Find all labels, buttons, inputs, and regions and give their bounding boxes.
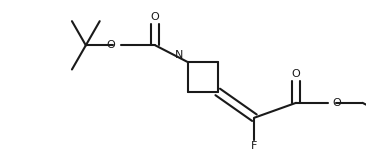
Text: O: O [292, 69, 300, 79]
Text: F: F [251, 141, 258, 151]
Text: O: O [151, 12, 160, 22]
Text: O: O [333, 98, 342, 108]
Text: N: N [175, 50, 183, 60]
Text: O: O [107, 40, 116, 50]
